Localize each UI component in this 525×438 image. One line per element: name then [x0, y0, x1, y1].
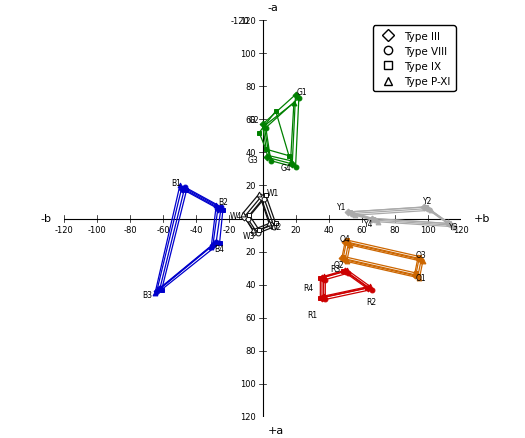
Text: -40: -40 [190, 226, 203, 235]
Text: B2: B2 [218, 198, 228, 207]
Text: R2: R2 [366, 297, 376, 306]
Text: -80: -80 [123, 226, 137, 235]
Text: Y3: Y3 [449, 223, 459, 232]
Text: 100: 100 [420, 226, 436, 235]
Text: G2: G2 [249, 116, 259, 124]
Text: 120: 120 [453, 226, 469, 235]
Text: O2: O2 [333, 261, 344, 270]
Text: 100: 100 [240, 379, 256, 389]
Text: O4: O4 [340, 234, 351, 243]
Text: 60: 60 [245, 116, 256, 124]
Text: 20: 20 [245, 181, 256, 191]
Text: 120: 120 [240, 412, 256, 421]
Text: 20: 20 [245, 247, 256, 257]
Text: R3: R3 [330, 264, 340, 273]
Text: O1: O1 [416, 274, 426, 283]
Text: Y4: Y4 [363, 219, 373, 229]
Text: G3: G3 [247, 155, 258, 164]
Text: 20: 20 [290, 226, 301, 235]
Text: -20: -20 [223, 226, 236, 235]
Text: -120: -120 [230, 17, 249, 26]
Text: +a: +a [267, 425, 284, 435]
Text: G4: G4 [280, 163, 291, 173]
Text: Y2: Y2 [423, 196, 433, 205]
Text: W2: W2 [270, 223, 282, 232]
Text: Y1: Y1 [337, 203, 346, 212]
Text: 40: 40 [323, 226, 334, 235]
Text: R1: R1 [307, 310, 317, 319]
Text: 80: 80 [245, 346, 256, 355]
Text: B1: B1 [172, 178, 182, 187]
Text: 60: 60 [356, 226, 367, 235]
Text: G1: G1 [297, 88, 308, 96]
Text: 80: 80 [245, 83, 256, 92]
Text: W4: W4 [230, 211, 242, 220]
Text: 120: 120 [240, 17, 256, 26]
Text: 80: 80 [390, 226, 400, 235]
Text: 60: 60 [245, 314, 256, 322]
Text: R4: R4 [303, 284, 314, 293]
Text: 100: 100 [240, 49, 256, 59]
Text: 40: 40 [245, 280, 256, 290]
Text: -b: -b [40, 214, 51, 224]
Text: B3: B3 [142, 290, 152, 299]
Text: -a: -a [267, 3, 278, 13]
Text: -60: -60 [156, 226, 170, 235]
Text: +b: +b [474, 214, 490, 224]
Text: -120: -120 [55, 226, 74, 235]
Text: W3: W3 [243, 231, 256, 240]
Legend: Type III, Type VIII, Type IX, Type P-XI: Type III, Type VIII, Type IX, Type P-XI [373, 26, 456, 92]
Text: O3: O3 [416, 251, 426, 260]
Text: W1: W1 [266, 188, 279, 197]
Text: 40: 40 [245, 148, 256, 158]
Text: -100: -100 [88, 226, 107, 235]
Text: B4: B4 [215, 244, 225, 253]
